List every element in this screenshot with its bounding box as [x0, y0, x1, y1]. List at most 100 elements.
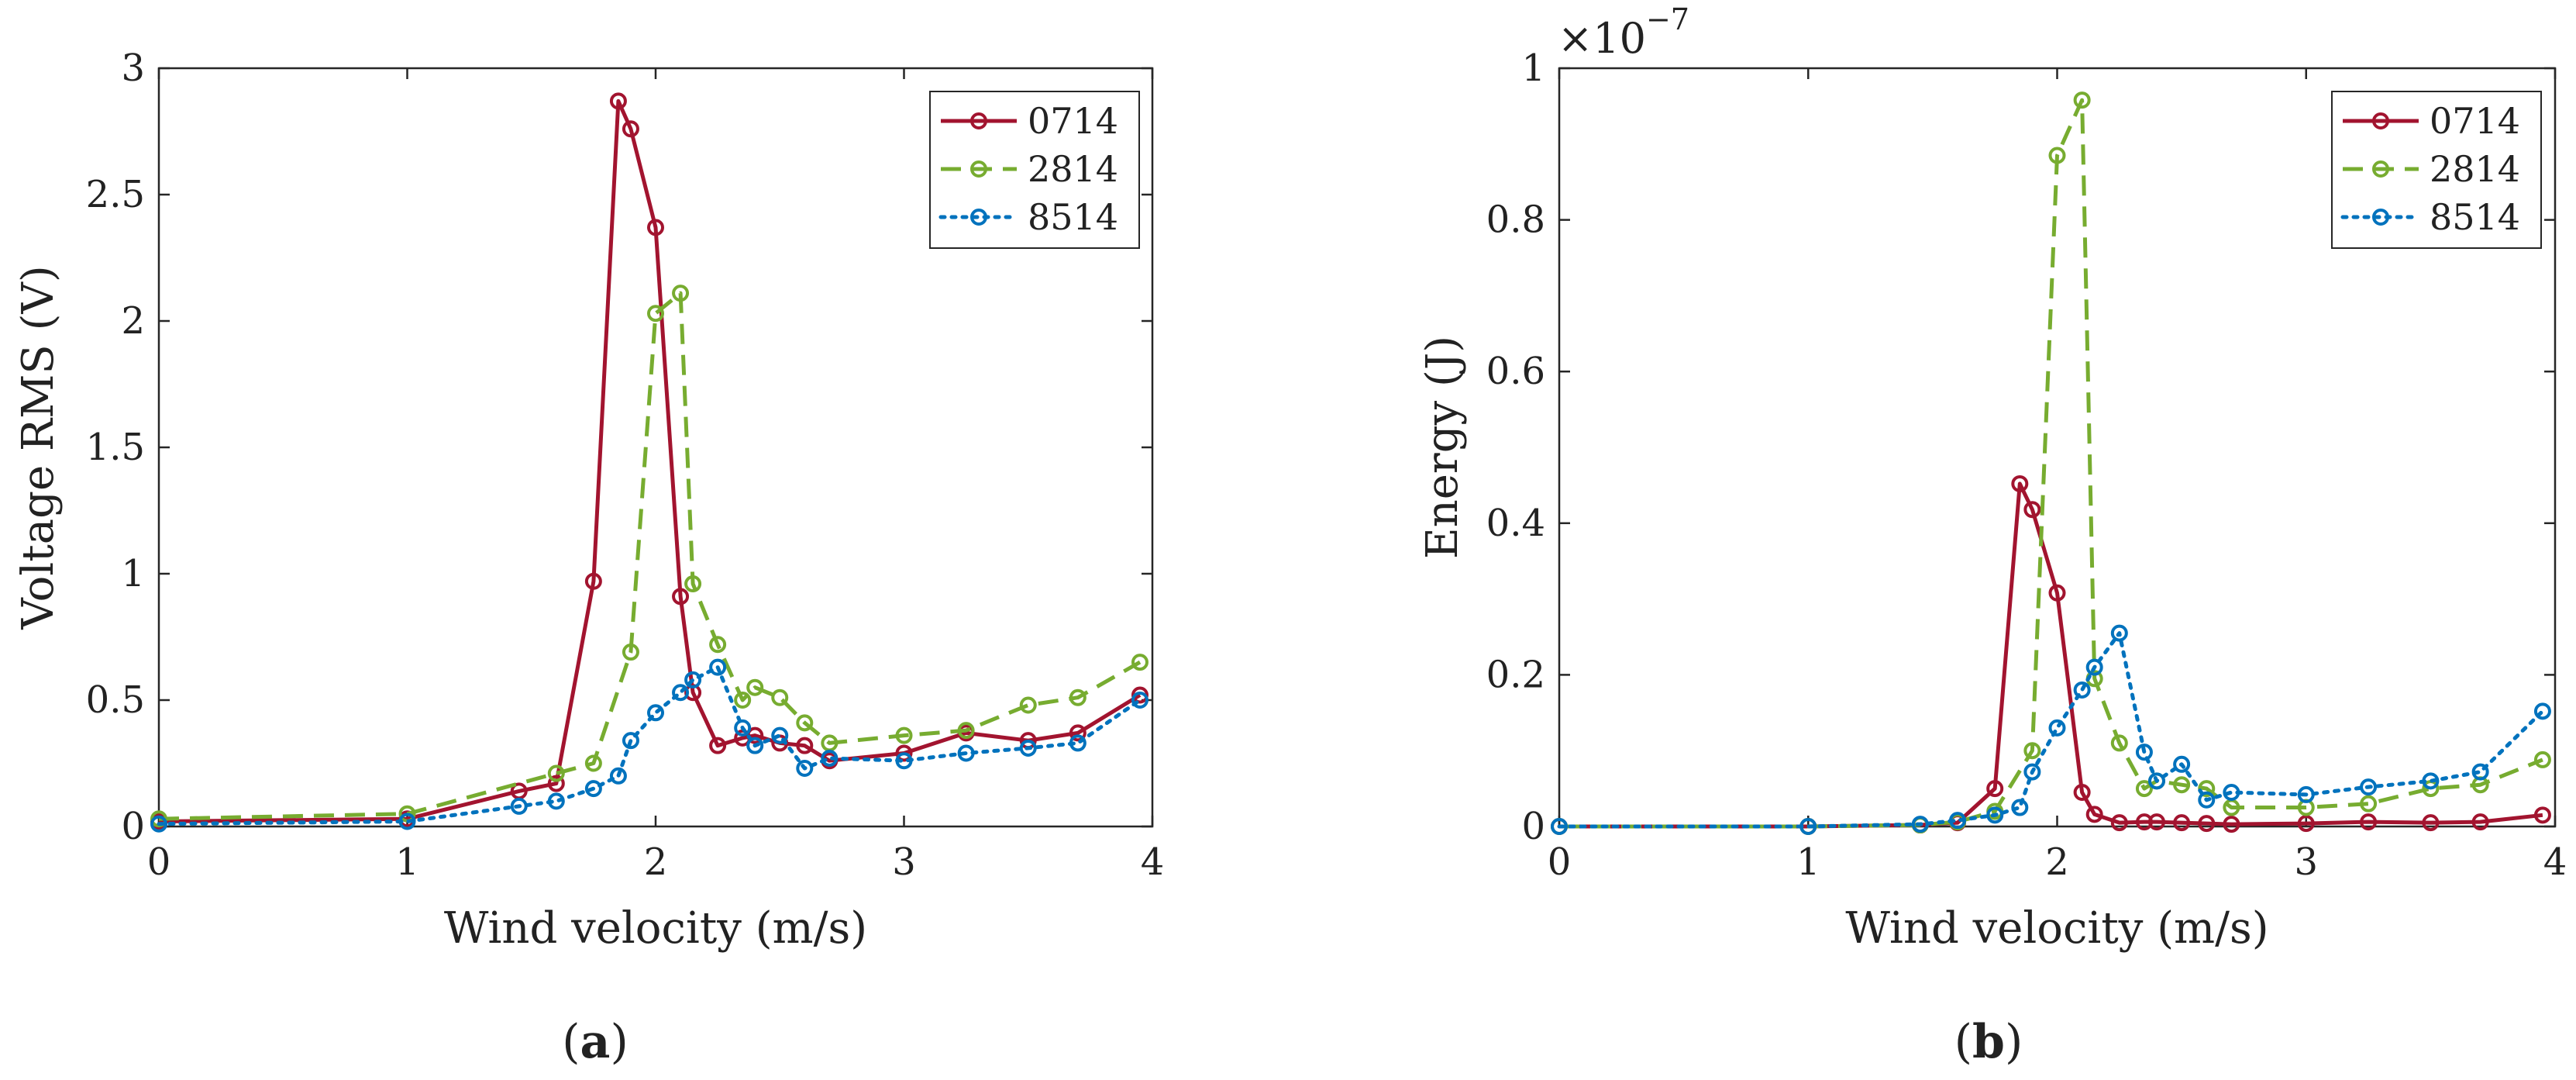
legend-marker-0714 [2372, 112, 2389, 129]
data-point-8514 [672, 684, 690, 702]
y-tick-label: 1.5 [86, 426, 145, 469]
data-point-8514 [2471, 763, 2489, 781]
panel-label: (a) [562, 1015, 629, 1069]
data-point-0714 [1986, 780, 2004, 798]
y-axis-label: Voltage RMS (V) [13, 265, 64, 630]
y-axis-multiplier-exponent: −7 [1646, 2, 1689, 36]
y-tick-label: 1 [1521, 47, 1545, 90]
data-point-0714 [609, 92, 627, 110]
x-tick-label: 0 [147, 840, 171, 884]
data-point-8514 [2198, 791, 2216, 809]
y-tick-label: 0.8 [1486, 198, 1545, 242]
x-tick-label: 2 [2045, 840, 2069, 884]
data-point-8514 [1949, 812, 1966, 830]
y-tick-label: 0.4 [1486, 502, 1545, 545]
x-tick-label: 2 [644, 840, 668, 884]
data-point-0714 [895, 744, 913, 762]
data-point-8514 [771, 726, 789, 744]
data-point-0714 [2198, 815, 2216, 833]
x-tick-label: 4 [1141, 840, 1165, 884]
data-point-0714 [2223, 816, 2240, 833]
data-point-8514 [2048, 719, 2066, 737]
data-point-8514 [2110, 624, 2128, 642]
data-point-0714 [2148, 813, 2165, 831]
data-point-0714 [622, 120, 639, 138]
data-point-0714 [2471, 813, 2489, 831]
data-point-0714 [547, 775, 565, 792]
x-tick-label: 3 [892, 840, 916, 884]
x-tick-label: 1 [1796, 840, 1820, 884]
data-point-0714 [2023, 501, 2041, 519]
data-point-8514 [609, 767, 627, 785]
data-point-2814 [547, 764, 565, 782]
series-line-0714 [158, 98, 1142, 823]
data-point-0714 [1069, 724, 1087, 742]
data-point-2814 [957, 722, 975, 740]
data-point-2814 [1069, 688, 1087, 706]
legend-marker-0714 [970, 112, 987, 129]
data-point-2814 [2110, 734, 2128, 752]
data-point-0714 [2533, 806, 2551, 824]
data-point-2814 [647, 305, 664, 323]
data-point-2814 [684, 575, 702, 593]
data-point-8514 [2533, 702, 2551, 720]
legend-marker-8514 [970, 209, 987, 226]
y-tick-label: 1 [121, 552, 145, 595]
data-point-0714 [2422, 814, 2440, 832]
data-point-8514 [2297, 785, 2315, 803]
data-point-8514 [2422, 772, 2440, 790]
legend-label-8514: 8514 [2430, 196, 2520, 238]
data-point-0714 [2110, 814, 2128, 832]
data-point-8514 [150, 815, 167, 833]
data-point-0714 [647, 219, 664, 236]
legend: 0714 2814 8514 [929, 91, 1140, 249]
x-tick-label: 3 [2294, 840, 2318, 884]
y-tick-label: 0.2 [1486, 653, 1545, 696]
data-point-2814 [2073, 91, 2091, 109]
data-point-2814 [2173, 776, 2191, 794]
data-point-8514 [2011, 799, 2029, 816]
legend-marker-2814 [2372, 160, 2389, 178]
legend-label-2814: 2814 [1028, 148, 1118, 190]
data-point-8514 [895, 752, 913, 770]
data-point-0714 [2048, 584, 2066, 602]
data-point-2814 [709, 636, 727, 654]
data-point-8514 [796, 760, 814, 778]
data-point-8514 [2360, 778, 2378, 796]
chart-panel-a: 0 1 2 3 4 0 0.5 1 1.5 2 2.5 3 Wind velocity (m/s) Vol… [13, 47, 1164, 1069]
data-point-8514 [734, 719, 752, 737]
series-line-8514 [157, 665, 1142, 826]
data-point-8514 [821, 749, 839, 767]
legend-marker-8514 [2372, 209, 2389, 226]
x-axis-label: Wind velocity (m/s) [1845, 903, 2268, 954]
data-point-2814 [2360, 795, 2378, 813]
y-tick-label: 0 [121, 805, 145, 848]
data-point-2814 [150, 810, 167, 828]
data-point-0714 [2073, 783, 2091, 801]
legend-label-8514: 8514 [1028, 196, 1118, 238]
legend-label-2814: 2814 [2430, 148, 2520, 190]
data-point-8514 [1551, 818, 1568, 835]
data-point-2814 [734, 692, 752, 709]
data-point-0714 [2085, 806, 2103, 823]
data-point-8514 [2085, 658, 2103, 676]
data-point-2814 [2048, 147, 2066, 164]
data-point-8514 [2148, 772, 2165, 790]
data-point-0714 [796, 737, 814, 754]
y-tick-label: 2 [121, 299, 145, 343]
data-point-8514 [1799, 818, 1817, 835]
data-point-2814 [746, 678, 764, 696]
data-point-8514 [1069, 734, 1087, 752]
data-point-8514 [2023, 763, 2041, 781]
data-point-2814 [796, 714, 814, 732]
data-point-2814 [771, 688, 789, 706]
data-point-8514 [1911, 816, 1929, 833]
data-point-8514 [1131, 692, 1149, 709]
y-tick-label: 0.6 [1486, 350, 1545, 393]
data-point-8514 [709, 658, 727, 676]
data-point-8514 [746, 737, 764, 754]
data-point-8514 [547, 792, 565, 810]
panel-label: (b) [1954, 1015, 2023, 1069]
data-point-0714 [672, 588, 690, 606]
y-axis-multiplier: ×10−7 [1558, 2, 1689, 63]
